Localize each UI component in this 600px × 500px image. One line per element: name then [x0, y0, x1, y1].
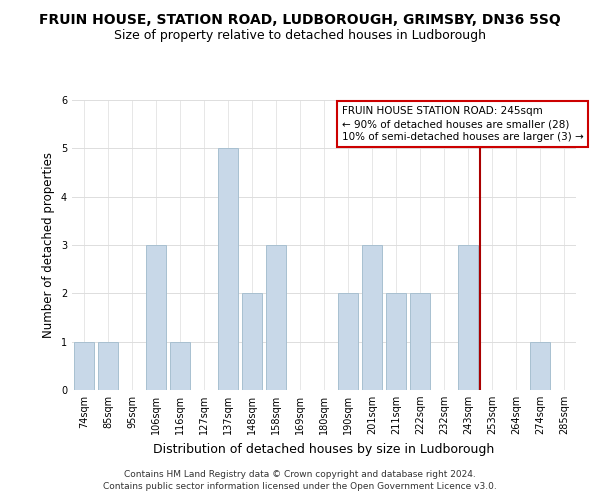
Y-axis label: Number of detached properties: Number of detached properties	[43, 152, 55, 338]
Bar	[338, 294, 358, 390]
Bar	[362, 245, 382, 390]
Text: FRUIN HOUSE STATION ROAD: 245sqm
← 90% of detached houses are smaller (28)
10% o: FRUIN HOUSE STATION ROAD: 245sqm ← 90% o…	[341, 106, 583, 142]
Text: FRUIN HOUSE, STATION ROAD, LUDBOROUGH, GRIMSBY, DN36 5SQ: FRUIN HOUSE, STATION ROAD, LUDBOROUGH, G…	[39, 12, 561, 26]
Bar	[218, 148, 238, 390]
Text: Size of property relative to detached houses in Ludborough: Size of property relative to detached ho…	[114, 29, 486, 42]
Text: Contains public sector information licensed under the Open Government Licence v3: Contains public sector information licen…	[103, 482, 497, 491]
Bar	[242, 294, 262, 390]
X-axis label: Distribution of detached houses by size in Ludborough: Distribution of detached houses by size …	[154, 442, 494, 456]
Bar	[386, 294, 406, 390]
Bar	[458, 245, 478, 390]
Bar	[410, 294, 430, 390]
Text: Contains HM Land Registry data © Crown copyright and database right 2024.: Contains HM Land Registry data © Crown c…	[124, 470, 476, 479]
Bar	[98, 342, 118, 390]
Bar	[74, 342, 94, 390]
Bar	[266, 245, 286, 390]
Bar	[170, 342, 190, 390]
Bar	[530, 342, 550, 390]
Bar	[146, 245, 166, 390]
